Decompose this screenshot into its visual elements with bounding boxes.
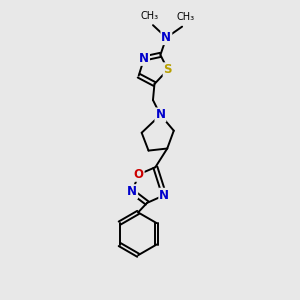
Text: N: N: [139, 52, 149, 65]
Text: S: S: [164, 63, 172, 76]
Text: CH₃: CH₃: [176, 12, 194, 22]
Text: CH₃: CH₃: [141, 11, 159, 21]
Text: N: N: [159, 189, 169, 202]
Text: N: N: [155, 108, 165, 122]
Text: N: N: [161, 31, 171, 44]
Text: N: N: [127, 185, 137, 198]
Text: O: O: [134, 168, 144, 181]
